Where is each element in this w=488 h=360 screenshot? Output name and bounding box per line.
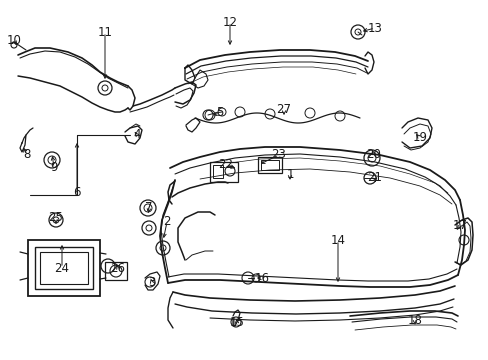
Text: 2: 2 <box>163 216 170 229</box>
Text: 8: 8 <box>23 148 31 162</box>
Text: 18: 18 <box>407 314 422 327</box>
Text: 23: 23 <box>271 148 286 162</box>
Text: 11: 11 <box>97 26 112 39</box>
Text: 13: 13 <box>367 22 382 35</box>
Text: 5: 5 <box>216 107 223 120</box>
Bar <box>209 162 238 182</box>
Text: 4: 4 <box>133 129 141 141</box>
Bar <box>28 240 100 296</box>
Bar <box>213 165 223 178</box>
Text: 22: 22 <box>218 158 233 171</box>
Text: 3: 3 <box>148 276 155 289</box>
Text: 6: 6 <box>73 186 81 199</box>
Text: 12: 12 <box>222 15 237 28</box>
Text: 26: 26 <box>110 261 125 274</box>
Text: 24: 24 <box>54 261 69 274</box>
Text: 9: 9 <box>50 162 58 175</box>
Bar <box>35 247 93 289</box>
Bar <box>40 252 88 284</box>
Text: 20: 20 <box>366 148 381 162</box>
Text: 10: 10 <box>6 33 21 46</box>
Text: 7: 7 <box>145 202 152 215</box>
Text: 16: 16 <box>254 271 269 284</box>
Text: 17: 17 <box>451 220 467 233</box>
Bar <box>105 262 127 280</box>
Text: 15: 15 <box>229 316 244 329</box>
Bar <box>261 160 279 170</box>
Text: 1: 1 <box>285 168 293 181</box>
Text: 21: 21 <box>367 171 382 184</box>
Text: 25: 25 <box>48 211 63 225</box>
Text: 14: 14 <box>330 234 345 247</box>
Bar <box>258 157 282 173</box>
Text: 27: 27 <box>276 104 291 117</box>
Text: 19: 19 <box>412 131 427 144</box>
